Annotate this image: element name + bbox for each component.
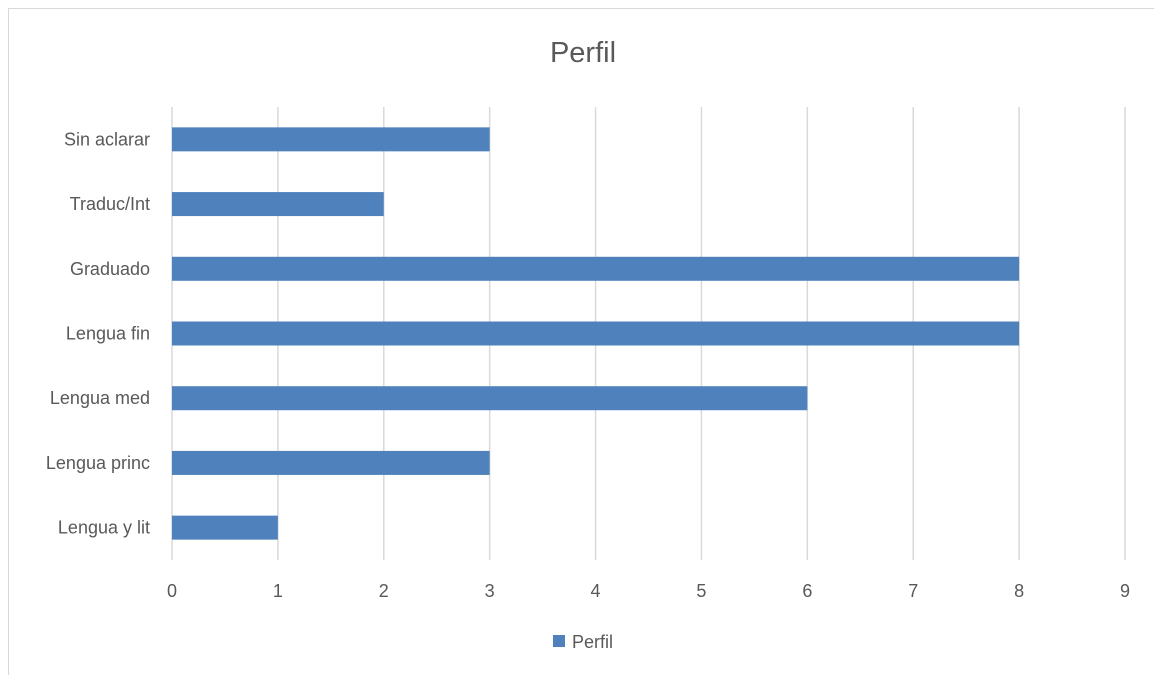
bar [172, 386, 808, 411]
bars-layer [172, 127, 1020, 540]
bar [172, 256, 1020, 281]
category-label: Graduado [70, 259, 150, 279]
category-label: Sin aclarar [64, 129, 150, 149]
category-label: Lengua y lit [58, 518, 150, 538]
x-tick-label: 9 [1120, 581, 1130, 601]
x-tick-label: 6 [802, 581, 812, 601]
bar [172, 515, 278, 540]
x-tick-label: 0 [167, 581, 177, 601]
bar [172, 450, 490, 475]
bar [172, 321, 1020, 346]
legend-label: Perfil [572, 632, 613, 652]
legend: Perfil [553, 632, 613, 652]
bar [172, 192, 384, 217]
legend-swatch [553, 635, 565, 647]
category-label: Lengua fin [66, 324, 150, 344]
x-tick-label: 7 [908, 581, 918, 601]
chart-title: Perfil [550, 37, 616, 69]
x-tick-label: 3 [485, 581, 495, 601]
x-tick-label: 5 [696, 581, 706, 601]
category-label: Traduc/Int [70, 194, 150, 214]
x-tick-label: 4 [591, 581, 601, 601]
category-label: Lengua princ [46, 453, 150, 473]
category-labels: Sin aclarar Traduc/Int Graduado Lengua fin L… [46, 129, 150, 537]
category-label: Lengua med [50, 388, 150, 408]
x-tick-label: 2 [379, 581, 389, 601]
x-axis-tick-labels: 0 1 2 3 4 5 6 7 8 9 [167, 581, 1130, 601]
x-tick-label: 8 [1014, 581, 1024, 601]
x-tick-label: 1 [273, 581, 283, 601]
bar [172, 127, 490, 152]
